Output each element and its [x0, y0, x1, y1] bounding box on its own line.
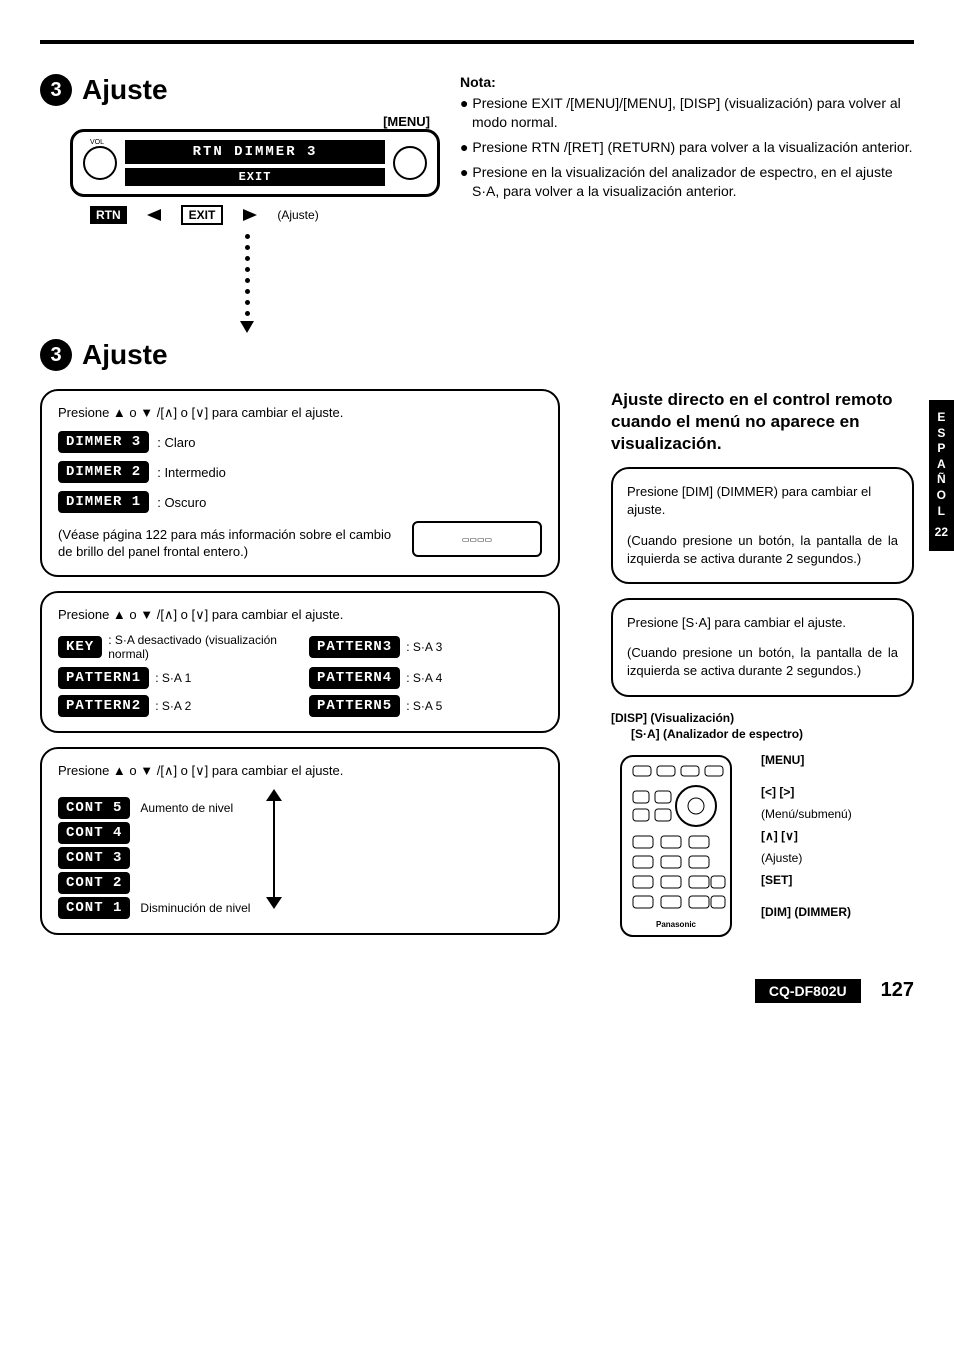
remote-callout-list: [MENU] [<] [>] (Menú/submenú) [∧] [∨] (A…	[761, 751, 852, 925]
callout-ud-desc: (Ajuste)	[761, 849, 852, 867]
side-panel-dim: Presione [DIM] (DIMMER) para cambiar el …	[611, 467, 914, 584]
dimmer-note: (Véase página 122 para más información s…	[58, 527, 402, 561]
step-title-2: Ajuste	[82, 339, 168, 371]
callout-sa: [S·A] (Analizador de espectro)	[631, 727, 803, 741]
radio-lcd-main: RTN DIMMER 3	[125, 140, 385, 164]
nota-item: Presione EXIT /[MENU]/[MENU], [DISP] (vi…	[460, 94, 914, 132]
side-dim-p2: (Cuando presione un botón, la pantalla d…	[627, 532, 898, 568]
step-number-badge: 3	[40, 74, 72, 106]
dimmer-desc-1: : Oscuro	[157, 495, 206, 510]
remote-control-icon: Panasonic	[611, 751, 751, 944]
nota-heading: Nota:	[460, 74, 914, 90]
cont-badge-4: CONT 4	[58, 822, 130, 844]
panel-dimmer: Presione ▲ o ▼ /[∧] o [∨] para cambiar e…	[40, 389, 560, 577]
cont-bottom-label: Disminución de nivel	[140, 901, 250, 915]
callout-menu: [MENU]	[761, 753, 804, 767]
vol-knob-icon	[83, 146, 117, 180]
pattern-badge-2: PATTERN2	[58, 695, 149, 717]
callout-lr-desc: (Menú/submenú)	[761, 805, 852, 823]
radio-lcd-sub: EXIT	[125, 168, 385, 186]
panel-dimmer-intro: Presione ▲ o ▼ /[∧] o [∨] para cambiar e…	[58, 405, 542, 421]
callout-set: [SET]	[761, 873, 792, 887]
panel-pattern: Presione ▲ o ▼ /[∧] o [∨] para cambiar e…	[40, 591, 560, 733]
pattern-desc: : S·A 3	[406, 640, 442, 654]
cont-badge-3: CONT 3	[58, 847, 130, 869]
side-sa-p1: Presione [S·A] para cambiar el ajuste.	[627, 614, 898, 632]
pattern-desc: : S·A 1	[155, 671, 191, 685]
radio-face: RTN DIMMER 3 EXIT	[70, 129, 440, 197]
svg-text:Panasonic: Panasonic	[656, 920, 697, 929]
model-badge: CQ-DF802U	[755, 979, 861, 1003]
right-knob-icon	[393, 146, 427, 180]
dimmer-desc-2: : Intermedio	[157, 465, 226, 480]
dimmer-badge-2: DIMMER 2	[58, 461, 149, 483]
dotted-arrow-down	[54, 231, 440, 333]
remote-title: Ajuste directo en el control remoto cuan…	[611, 389, 914, 455]
ajuste-label: (Ajuste)	[277, 208, 318, 222]
pattern-badge-key: KEY	[58, 636, 102, 658]
pattern-badge-3: PATTERN3	[309, 636, 400, 658]
pattern-badge-1: PATTERN1	[58, 667, 149, 689]
panel-pattern-intro: Presione ▲ o ▼ /[∧] o [∨] para cambiar e…	[58, 607, 542, 623]
dimmer-badge-1: DIMMER 1	[58, 491, 149, 513]
rtn-button[interactable]: RTN	[90, 206, 127, 224]
pattern-desc: : S·A 5	[406, 699, 442, 713]
dimmer-desc-3: : Claro	[157, 435, 195, 450]
side-sa-p2: (Cuando presione un botón, la pantalla d…	[627, 644, 898, 680]
arrow-right-icon	[243, 209, 257, 221]
side-panel-sa: Presione [S·A] para cambiar el ajuste. (…	[611, 598, 914, 697]
pattern-badge-5: PATTERN5	[309, 695, 400, 717]
callout-ud: [∧] [∨]	[761, 829, 798, 843]
pattern-desc: : S·A desactivado (visualización normal)	[108, 633, 291, 661]
cont-badge-5: CONT 5	[58, 797, 130, 819]
callout-disp: [DISP] (Visualización)	[611, 711, 914, 725]
pattern-desc: : S·A 2	[155, 699, 191, 713]
language-tab: E S P A Ñ O L 22	[929, 400, 954, 551]
panel-cont: Presione ▲ o ▼ /[∧] o [∨] para cambiar e…	[40, 747, 560, 935]
cont-badge-2: CONT 2	[58, 872, 130, 894]
tab-page: 22	[935, 525, 948, 541]
pattern-badge-4: PATTERN4	[309, 667, 400, 689]
mini-radio-icon: ▭▭▭▭	[412, 521, 542, 557]
nota-item: Presione RTN /[RET] (RETURN) para volver…	[460, 138, 914, 157]
cont-top-label: Aumento de nivel	[140, 801, 233, 815]
cont-badge-1: CONT 1	[58, 897, 130, 919]
menu-label-top: [MENU]	[40, 114, 430, 129]
step-title: Ajuste	[82, 74, 168, 106]
page-number: 127	[881, 979, 914, 1002]
arrow-left-icon	[147, 209, 161, 221]
callout-dim: [DIM] (DIMMER)	[761, 905, 851, 919]
callout-lr: [<] [>]	[761, 785, 794, 799]
updown-arrow-icon	[266, 789, 282, 909]
side-dim-p1: Presione [DIM] (DIMMER) para cambiar el …	[627, 483, 898, 519]
nota-item: Presione en la visualización del analiza…	[460, 163, 914, 201]
panel-cont-intro: Presione ▲ o ▼ /[∧] o [∨] para cambiar e…	[58, 763, 542, 779]
exit-button[interactable]: EXIT	[181, 205, 224, 225]
pattern-desc: : S·A 4	[406, 671, 442, 685]
nota-list: Presione EXIT /[MENU]/[MENU], [DISP] (vi…	[460, 94, 914, 200]
step-number-badge-2: 3	[40, 339, 72, 371]
dimmer-badge-3: DIMMER 3	[58, 431, 149, 453]
